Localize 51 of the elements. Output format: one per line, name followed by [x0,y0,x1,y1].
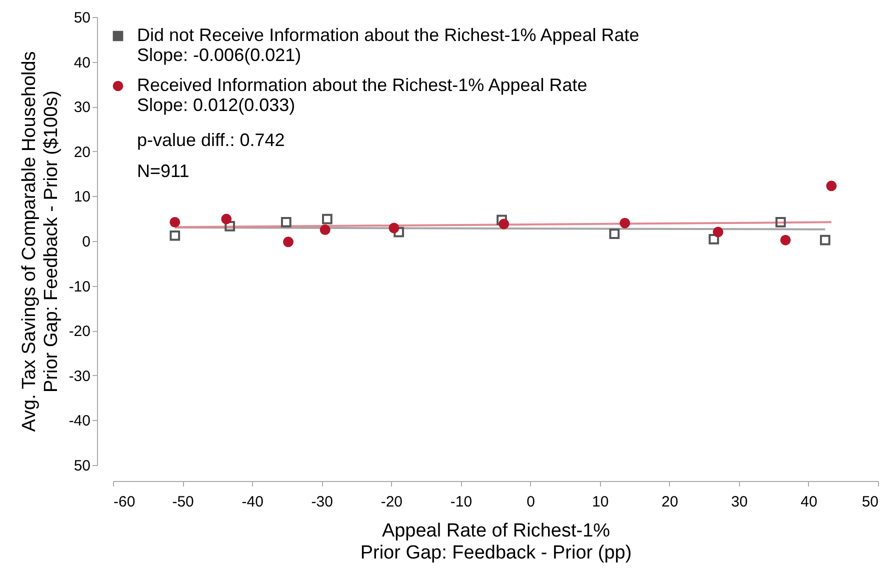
x-tick-label: 40 [800,494,818,510]
point [708,234,720,244]
annotation: Slope: 0.012(0.033) [137,95,296,115]
annotation: Slope: -0.006(0.021) [137,45,302,65]
y-tick-label: 30 [74,99,90,116]
x-tick-label: 30 [731,494,748,510]
point [283,236,294,248]
legend-label: Did not Receive Information about the Richest-1% Appeal Rate [137,25,640,45]
y-tick-label: 10 [74,188,90,206]
x-tick-label: 10 [592,494,609,510]
x-tick-label: -10 [450,494,472,510]
legend-label: Received Information about the Richest-1% Appeal Rate [137,75,588,95]
point [609,228,620,240]
x-tick-label: -60 [114,494,136,510]
y-tick-label: 20 [74,144,90,161]
point [712,226,724,238]
point [826,180,837,192]
point [780,234,791,246]
annotation: p-value diff.: 0.742 [137,130,285,150]
point [221,214,232,224]
x-tick-label: -20 [380,494,403,510]
y-tick-label: -30 [68,368,90,385]
point [320,224,330,236]
point [280,217,292,228]
x-tick-label: 50 [862,494,878,510]
annotation: N=911 [137,161,190,181]
point [322,214,332,224]
y-tick-label: 50 [74,458,90,474]
point [394,226,404,238]
y-tick-label: 0 [82,234,90,250]
y-axis-title: Avg. Tax Savings of Comparable Households Prior Gap: Feedback - Prior ($100s) [18,51,62,432]
point [620,218,630,228]
x-axis-title: Appeal Rate of Richest-1% Prior Gap: Feedback - Prior (pp) [360,520,632,564]
point [170,216,180,228]
point [170,230,180,241]
x-tick-label: 20 [662,494,678,510]
y-tick-label: -10 [68,278,90,296]
y-tick-label: 40 [74,54,90,72]
point [820,234,830,246]
point [498,218,510,230]
x-tick-label: -40 [242,494,264,510]
y-tick-label: -40 [68,412,90,430]
point [388,222,400,234]
y-tick-label: -20 [68,323,90,340]
x-tick-label: -30 [311,494,333,510]
point [224,221,236,232]
point [775,217,786,228]
y-tick-label: 50 [74,10,90,26]
x-tick-label: 0 [526,494,535,510]
point [496,214,507,226]
x-tick-label: -50 [172,494,194,510]
